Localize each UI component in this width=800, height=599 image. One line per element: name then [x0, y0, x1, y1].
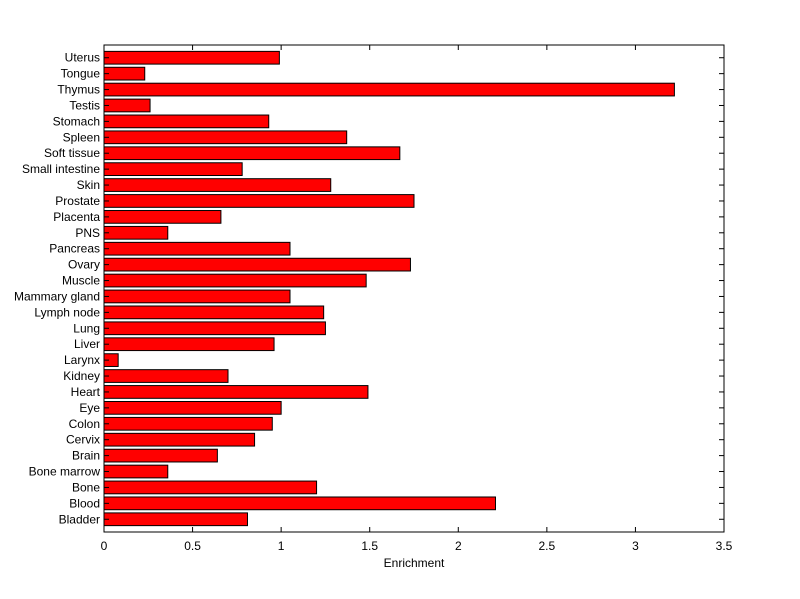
y-tick-label: Blood	[69, 496, 100, 510]
bar-lung	[103, 321, 326, 336]
y-tick-label: Prostate	[55, 194, 100, 208]
bar-placenta	[103, 210, 222, 224]
x-tick-label: 3.5	[716, 539, 733, 553]
y-tick-label: Placenta	[53, 210, 100, 224]
y-tick-label: Uterus	[65, 51, 100, 65]
y-tick-label: Soft tissue	[44, 146, 100, 160]
y-tick-label: Liver	[74, 337, 100, 351]
y-tick-label: Colon	[69, 417, 100, 431]
y-tick-label: Heart	[71, 385, 101, 399]
x-tick-label: 0.5	[184, 539, 201, 553]
y-tick-label: Ovary	[68, 258, 100, 272]
bar-lymph-node	[103, 305, 325, 320]
bar-bone-marrow	[103, 464, 169, 479]
x-tick-label: 2.5	[539, 539, 556, 553]
bar-tongue	[103, 66, 146, 81]
y-tick-label: Small intestine	[22, 162, 100, 176]
y-tick-label: Kidney	[63, 369, 100, 383]
ticks-layer	[103, 45, 725, 532]
y-tick-label: Lymph node	[34, 305, 100, 319]
y-tick-label: Cervix	[66, 433, 100, 447]
bar-prostate	[103, 194, 415, 208]
bar-blood	[103, 496, 496, 511]
bar-soft-tissue	[103, 146, 401, 161]
y-tick-label: Larynx	[64, 353, 100, 367]
x-tick-label: 3	[632, 539, 639, 553]
x-tick-label: 1.5	[361, 539, 378, 553]
bars-layer	[103, 50, 675, 527]
plot-frame	[103, 44, 725, 533]
y-tick-label: Lung	[73, 321, 100, 335]
bar-small-intestine	[103, 162, 243, 177]
bar-testis	[103, 98, 151, 113]
bar-cervix	[103, 432, 256, 447]
y-tick-label: Tongue	[61, 67, 101, 81]
bar-uterus	[103, 50, 280, 65]
bar-colon	[103, 416, 273, 431]
bar-pns	[103, 225, 169, 240]
bar-kidney	[103, 369, 229, 383]
y-tick-label: Mammary gland	[14, 289, 100, 303]
bar-mammary-gland	[103, 289, 291, 304]
y-tick-label: Stomach	[53, 114, 100, 128]
y-tick-label: Bone	[72, 480, 100, 494]
y-tick-label: Bone marrow	[29, 465, 101, 479]
y-tick-label: Testis	[69, 98, 100, 112]
bar-brain	[103, 448, 218, 463]
bar-heart	[103, 385, 369, 399]
bar-muscle	[103, 273, 367, 288]
x-tick-label: 1	[278, 539, 285, 553]
x-tick-label: 2	[455, 539, 462, 553]
bar-ovary	[103, 257, 411, 272]
y-tick-label: Thymus	[57, 83, 100, 97]
y-tick-label: Pancreas	[49, 242, 100, 256]
bar-eye	[103, 401, 282, 415]
y-tick-label: Muscle	[62, 274, 100, 288]
y-tick-label: Skin	[77, 178, 100, 192]
bar-spleen	[103, 130, 348, 145]
y-tick-label: Bladder	[59, 512, 100, 526]
bar-thymus	[103, 82, 675, 97]
bar-bladder	[103, 512, 248, 527]
y-tick-label: Brain	[72, 449, 100, 463]
x-tick-label: 0	[101, 539, 108, 553]
bar-stomach	[103, 114, 270, 129]
bar-bone	[103, 480, 318, 495]
y-tick-label: Eye	[79, 401, 100, 415]
y-tick-label: Spleen	[63, 130, 100, 144]
bar-pancreas	[103, 241, 291, 256]
x-axis-label: Enrichment	[384, 556, 445, 570]
bar-liver	[103, 337, 275, 352]
y-tick-label: PNS	[75, 226, 100, 240]
bar-skin	[103, 178, 332, 192]
